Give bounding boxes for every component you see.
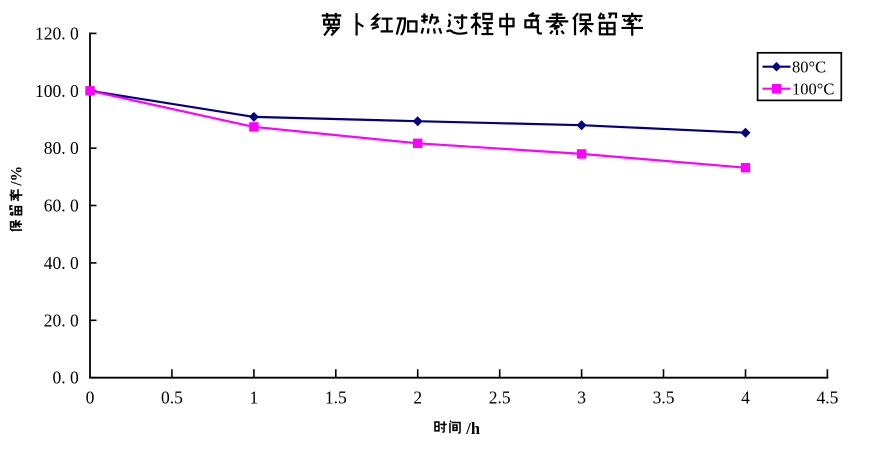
svg-text:1: 1: [250, 388, 259, 408]
svg-text:0.5: 0.5: [161, 388, 183, 408]
svg-text:20. 0: 20. 0: [44, 310, 79, 330]
svg-text:60. 0: 60. 0: [44, 196, 79, 216]
svg-text:80. 0: 80. 0: [44, 138, 79, 158]
svg-text:/h: /h: [465, 419, 480, 438]
svg-text:4: 4: [741, 388, 750, 408]
svg-text:40. 0: 40. 0: [44, 253, 79, 273]
svg-text:3.5: 3.5: [653, 388, 675, 408]
svg-text:4.5: 4.5: [816, 388, 838, 408]
svg-text:3: 3: [577, 388, 586, 408]
svg-text:0: 0: [86, 388, 95, 408]
svg-text:/%: /%: [9, 166, 26, 187]
svg-text:100. 0: 100. 0: [35, 81, 79, 101]
svg-text:1.5: 1.5: [325, 388, 347, 408]
svg-text:2: 2: [413, 388, 422, 408]
svg-text:0. 0: 0. 0: [53, 368, 80, 388]
svg-text:120. 0: 120. 0: [35, 23, 79, 43]
svg-text:80°C: 80°C: [792, 57, 826, 76]
svg-text:2.5: 2.5: [489, 388, 511, 408]
svg-text:100°C: 100°C: [792, 79, 834, 98]
